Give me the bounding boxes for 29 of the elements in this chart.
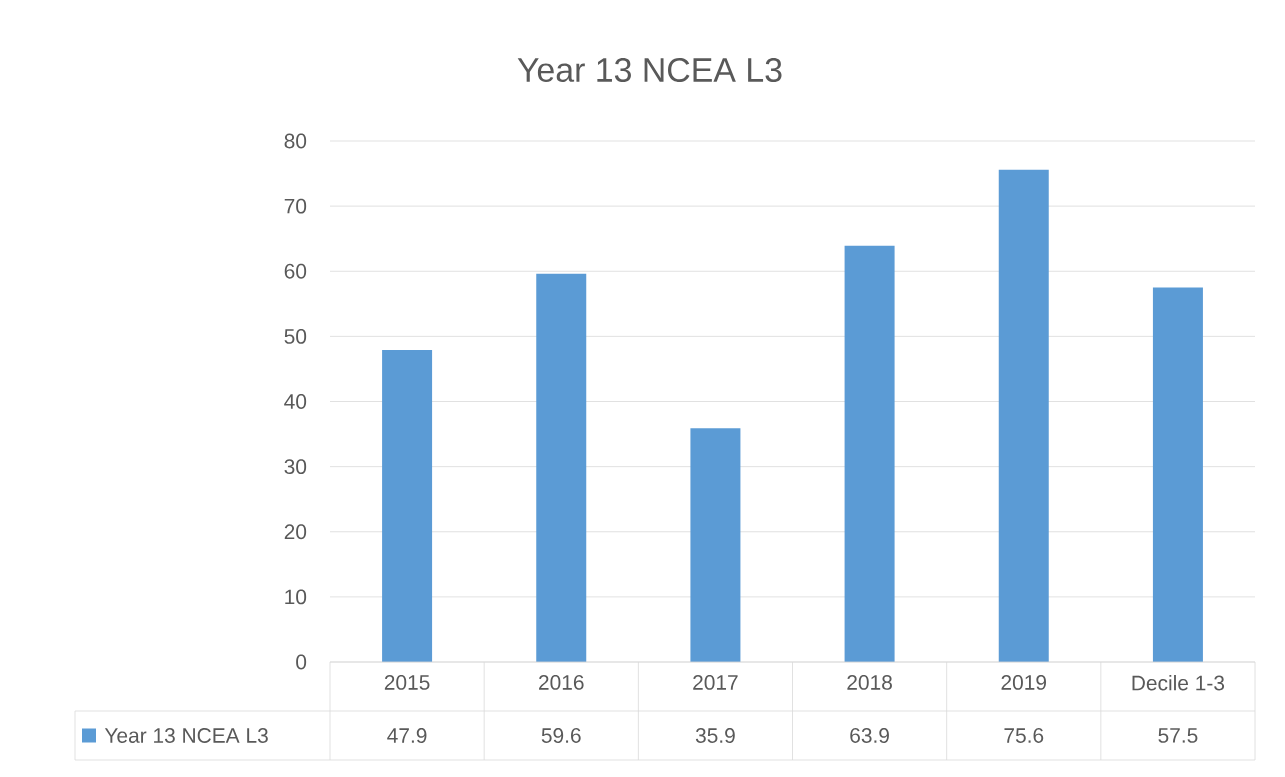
x-tick-label: Decile 1-3 (1132, 675, 1225, 691)
legend-label: Year 13 NCEA L3 (104, 728, 268, 743)
x-tick-label: 2017 (693, 675, 738, 690)
bar (844, 245, 895, 662)
data-label: 75.6 (1004, 728, 1044, 743)
y-tick-label: 60 (284, 263, 307, 279)
data-label: 63.9 (850, 728, 889, 743)
data-label: 59.6 (541, 728, 581, 743)
y-tick-label: 20 (284, 524, 307, 540)
bar (536, 273, 587, 662)
y-tick-label: 30 (284, 459, 307, 475)
y-tick-label: 50 (284, 328, 307, 344)
y-tick-label: 0 (296, 654, 307, 670)
bar (690, 428, 741, 662)
y-tick-label: 10 (285, 589, 307, 605)
y-tick-label: 70 (284, 198, 307, 214)
data-label: 35.9 (695, 728, 735, 743)
y-tick-label: 40 (284, 394, 307, 409)
y-tick-label: 80 (284, 133, 307, 149)
chart-title: Year 13 NCEA L3 (517, 58, 782, 82)
data-label: 57.5 (1158, 728, 1198, 743)
bar (998, 169, 1049, 662)
x-tick-label: 2015 (384, 675, 430, 690)
x-tick-label: 2018 (847, 675, 892, 690)
x-tick-label: 2019 (1001, 675, 1046, 690)
data-label: 47.9 (387, 728, 427, 743)
x-tick-label: 2016 (539, 675, 584, 690)
bar (1152, 287, 1203, 662)
bar (382, 350, 433, 662)
